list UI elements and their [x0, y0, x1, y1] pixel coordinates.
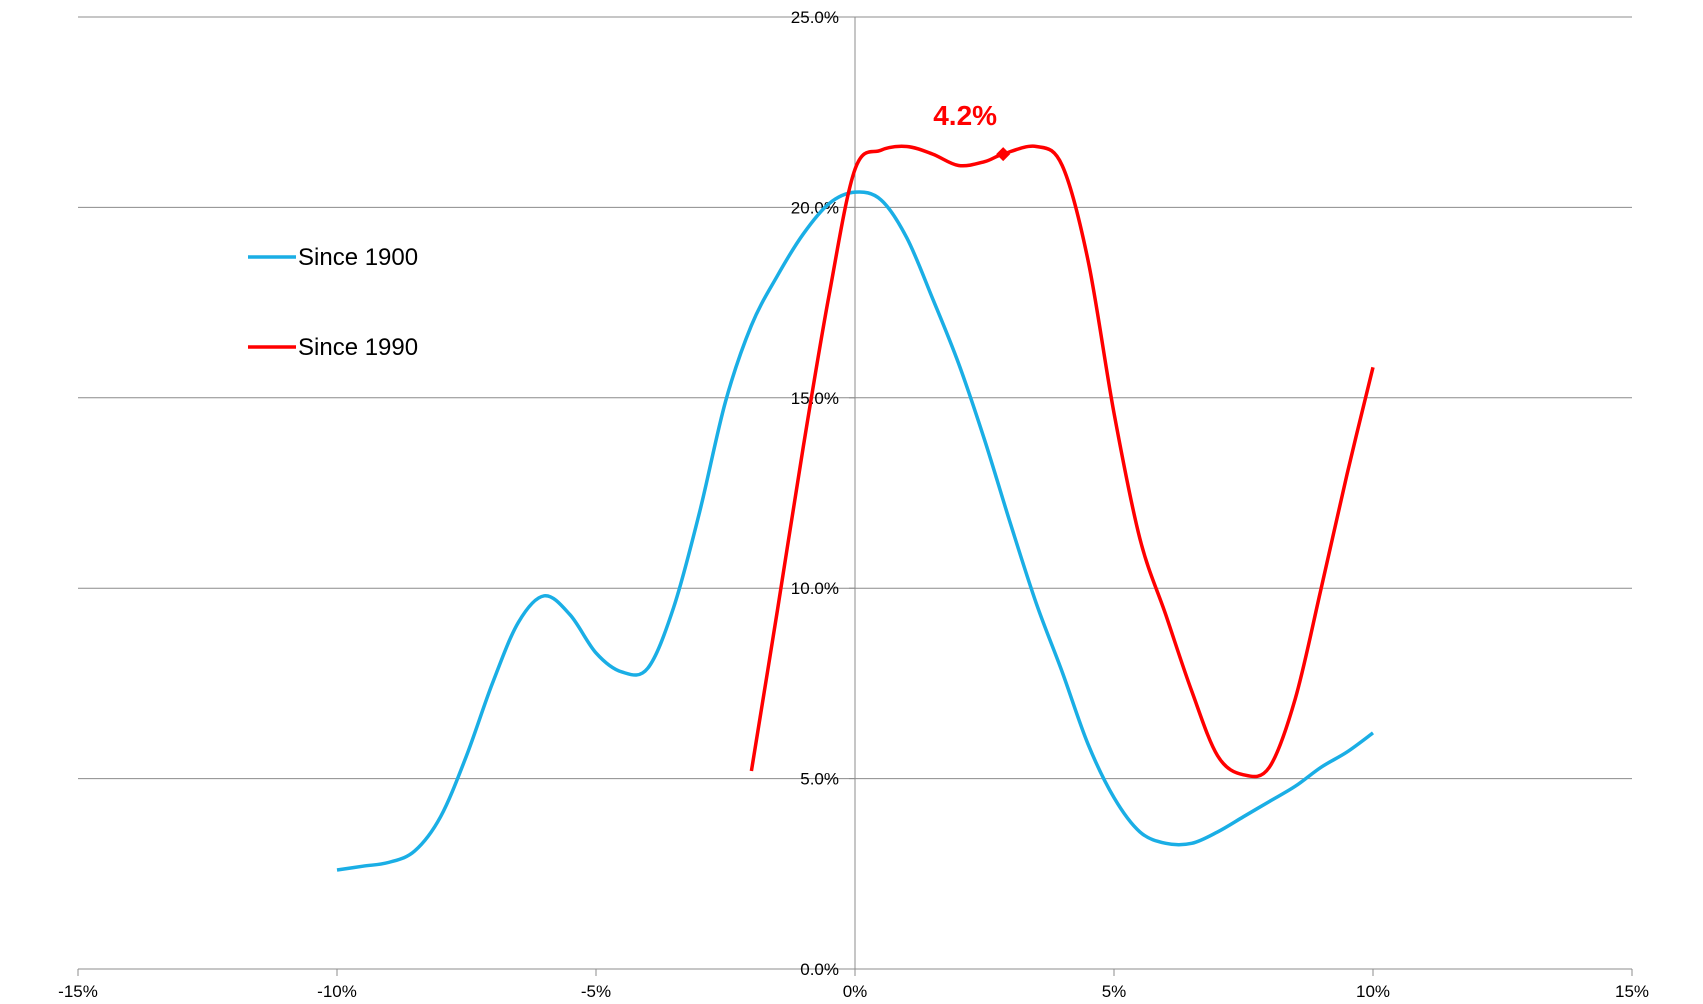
x-tick-label: 5%: [1102, 982, 1127, 1001]
x-tick-label: -10%: [317, 982, 357, 1001]
annotation-label-0: 4.2%: [933, 100, 997, 131]
x-tick-labels: -15% -10% -5% 0% 5% 10% 15%: [58, 982, 1649, 1001]
y-tick-label: 5.0%: [800, 770, 839, 789]
y-tick-labels: 0.0%5.0%10.0%15.0%20.0%25.0%: [791, 8, 839, 979]
axes: [77, 16, 1633, 976]
legend-label-1: Since 1990: [298, 334, 418, 361]
y-tick-label: 0.0%: [800, 960, 839, 979]
x-tick-label: -5%: [581, 982, 611, 1001]
series-line-0: [336, 190, 1375, 872]
x-tick-label: 10%: [1356, 982, 1390, 1001]
x-tick-label: -15%: [58, 982, 98, 1001]
annotation-marker-0: [996, 147, 1011, 162]
y-tick-label: 15.0%: [791, 389, 839, 408]
annotations: 4.2%: [933, 100, 1011, 162]
x-tick-label: 15%: [1615, 982, 1649, 1001]
legend-label-0: Since 1900: [298, 244, 418, 271]
legend: Since 1900 Since 1990: [248, 244, 418, 361]
series-lines: [336, 144, 1375, 872]
y-tick-label: 25.0%: [791, 8, 839, 27]
x-tick-label: 0%: [843, 982, 868, 1001]
series-line-1: [749, 144, 1375, 779]
y-tick-label: 10.0%: [791, 579, 839, 598]
